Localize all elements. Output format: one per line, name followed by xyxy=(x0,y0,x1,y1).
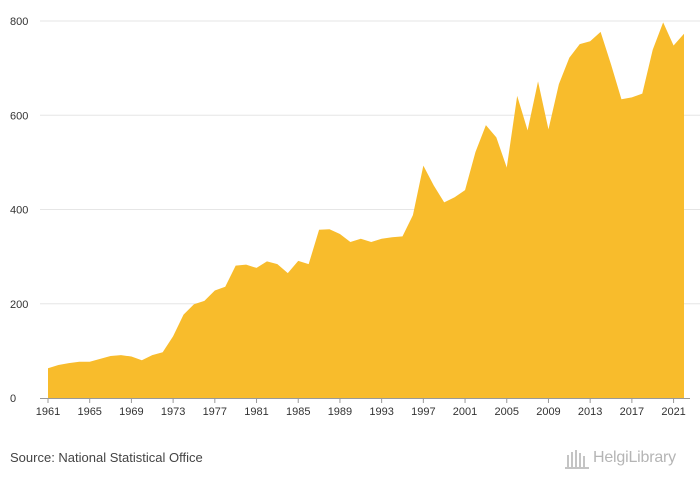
x-tick-label: 1965 xyxy=(77,406,101,418)
data-point-2007 xyxy=(526,128,530,132)
x-tick-label: 1961 xyxy=(36,406,60,418)
data-point-1987 xyxy=(317,228,321,232)
area-series xyxy=(46,20,686,398)
data-point-1967 xyxy=(109,354,113,358)
data-point-1968 xyxy=(119,353,123,357)
data-point-1965 xyxy=(88,360,92,364)
x-tick-label: 1985 xyxy=(286,406,310,418)
data-point-2012 xyxy=(578,42,582,46)
data-point-1989 xyxy=(338,232,342,236)
y-tick-label: 200 xyxy=(10,299,28,311)
x-tick-label: 1993 xyxy=(369,406,393,418)
data-point-1999 xyxy=(442,200,446,204)
data-point-1995 xyxy=(400,234,404,238)
x-tick-label: 1997 xyxy=(411,406,435,418)
data-point-1985 xyxy=(296,259,300,263)
data-point-2008 xyxy=(536,79,540,83)
data-point-1961 xyxy=(46,366,50,370)
data-point-1976 xyxy=(202,299,206,303)
data-point-2010 xyxy=(557,82,561,86)
data-point-2022 xyxy=(682,32,686,36)
y-tick-label: 600 xyxy=(10,110,28,122)
data-point-2013 xyxy=(588,39,592,43)
data-point-1977 xyxy=(213,289,217,293)
data-point-1964 xyxy=(77,360,81,364)
y-tick-label: 400 xyxy=(10,205,28,217)
area-chart: 0 200 400 600 800 1961 1965 1969 1973 1977 1981 198… xyxy=(10,16,700,418)
x-tick-label: 2009 xyxy=(536,406,560,418)
data-point-2000 xyxy=(453,195,457,199)
data-point-1974 xyxy=(182,313,186,317)
logo-text: HelgiLibrary xyxy=(593,449,676,466)
data-point-1979 xyxy=(234,264,238,268)
data-point-1970 xyxy=(140,358,144,362)
x-tick-label: 2001 xyxy=(453,406,477,418)
data-point-1992 xyxy=(369,240,373,244)
data-point-1994 xyxy=(390,235,394,239)
source-note: Source: National Statistical Office xyxy=(10,450,203,465)
x-tick-label: 2017 xyxy=(620,406,644,418)
data-point-2002 xyxy=(473,150,477,154)
helgilibrary-logo: HelgiLibrary xyxy=(565,446,676,470)
x-tick-label: 1981 xyxy=(244,406,268,418)
library-icon xyxy=(565,450,589,469)
data-point-1980 xyxy=(244,263,248,267)
data-point-2006 xyxy=(515,94,519,98)
data-point-2016 xyxy=(619,97,623,101)
data-point-1975 xyxy=(192,302,196,306)
data-point-1962 xyxy=(56,363,60,367)
data-point-1981 xyxy=(255,266,259,270)
x-tick-label: 2005 xyxy=(495,406,519,418)
data-point-2017 xyxy=(630,95,634,99)
x-tick-label: 2013 xyxy=(578,406,602,418)
data-point-1996 xyxy=(411,213,415,217)
y-tick-label: 0 xyxy=(10,393,16,405)
data-point-1991 xyxy=(359,237,363,241)
data-point-1966 xyxy=(98,357,102,361)
data-point-2015 xyxy=(609,62,613,66)
data-point-1988 xyxy=(328,227,332,231)
data-point-1984 xyxy=(286,271,290,275)
data-point-1993 xyxy=(380,237,384,241)
data-point-2009 xyxy=(546,127,550,131)
x-tick-label: 2021 xyxy=(661,406,685,418)
data-point-1986 xyxy=(307,262,311,266)
data-point-1963 xyxy=(67,361,71,365)
data-point-2018 xyxy=(640,92,644,96)
data-point-1969 xyxy=(129,355,133,359)
data-point-2005 xyxy=(505,166,509,170)
data-point-1990 xyxy=(348,240,352,244)
data-point-2003 xyxy=(484,123,488,127)
y-tick-label: 800 xyxy=(10,16,28,28)
data-point-1971 xyxy=(150,353,154,357)
data-point-2004 xyxy=(494,135,498,139)
data-point-1978 xyxy=(223,285,227,289)
data-point-1983 xyxy=(275,262,279,266)
x-tick-label: 1969 xyxy=(119,406,143,418)
x-tick-label: 1989 xyxy=(328,406,352,418)
data-point-2014 xyxy=(599,30,603,34)
data-point-2020 xyxy=(661,20,665,24)
data-point-2001 xyxy=(463,188,467,192)
data-point-1982 xyxy=(265,259,269,263)
axes: 0 200 400 600 800 1961 1965 1969 1973 1977 1981 198… xyxy=(10,16,690,418)
x-tick-label: 1977 xyxy=(203,406,227,418)
data-point-2011 xyxy=(567,56,571,60)
data-point-2021 xyxy=(672,44,676,48)
x-tick-label: 1973 xyxy=(161,406,185,418)
data-point-1998 xyxy=(432,183,436,187)
data-point-2019 xyxy=(651,48,655,52)
area-fill xyxy=(48,22,684,398)
data-point-1973 xyxy=(171,334,175,338)
data-point-1972 xyxy=(161,350,165,354)
data-point-1997 xyxy=(421,164,425,168)
